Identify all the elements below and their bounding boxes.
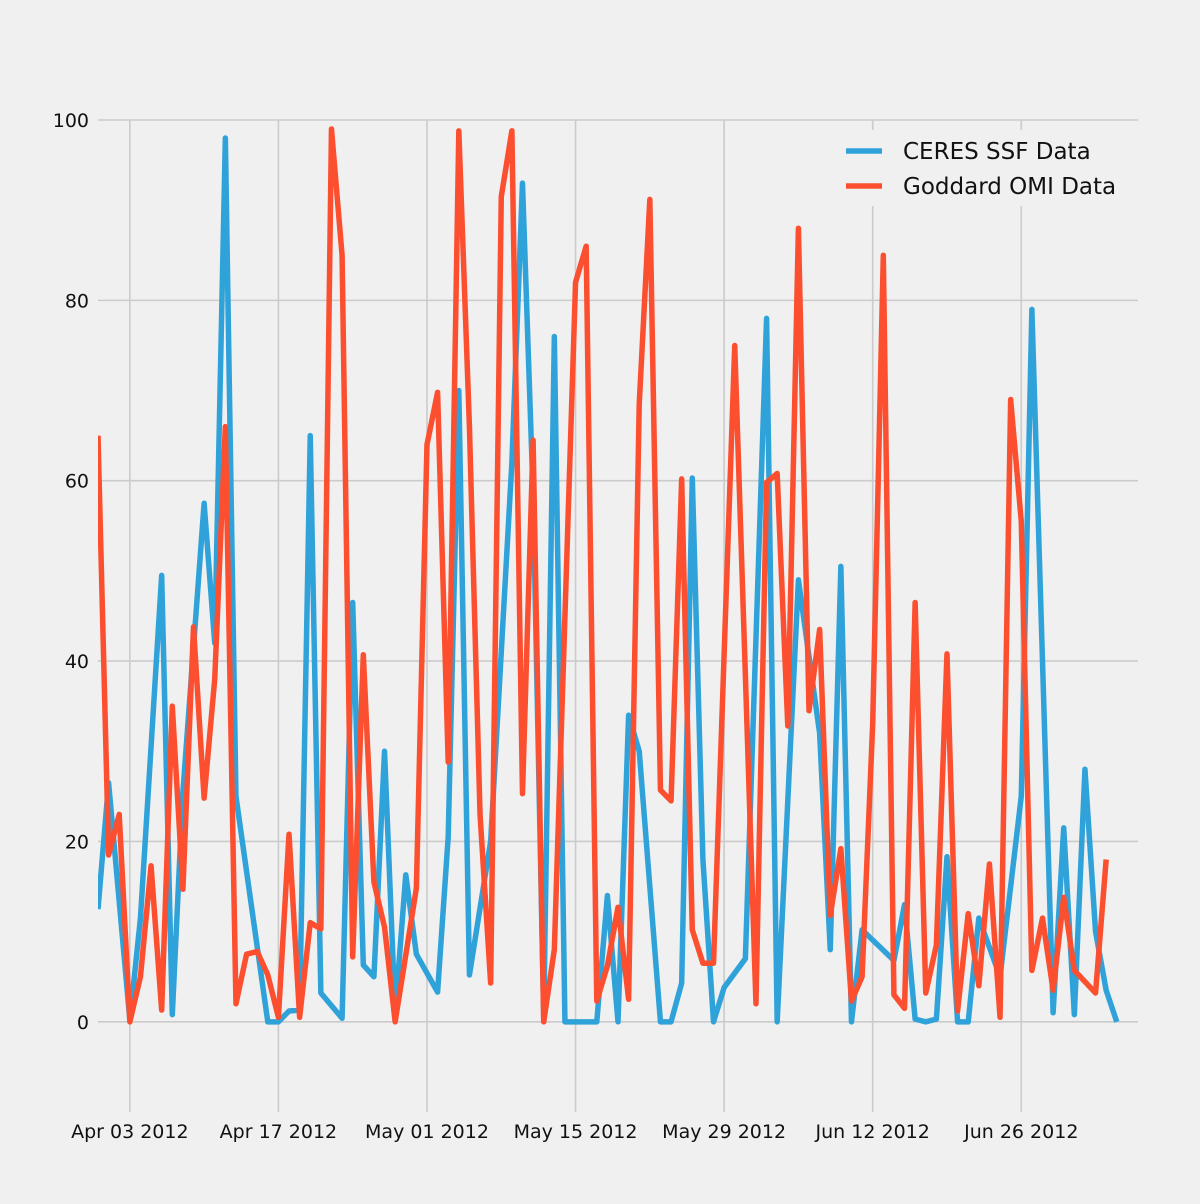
y-tick-label: 80 xyxy=(65,290,89,312)
legend-label: CERES SSF Data xyxy=(903,139,1091,165)
legend-background xyxy=(824,130,1136,206)
y-tick-label: 0 xyxy=(77,1012,89,1034)
x-tick-label: May 01 2012 xyxy=(365,1121,489,1143)
y-tick-label: 100 xyxy=(53,110,89,132)
x-tick-label: May 29 2012 xyxy=(662,1121,786,1143)
x-tick-label: Jun 26 2012 xyxy=(963,1121,1078,1143)
x-tick-label: Apr 17 2012 xyxy=(220,1121,337,1143)
series-line-1 xyxy=(98,126,1109,1025)
x-tick-label: May 15 2012 xyxy=(514,1121,638,1143)
series-lines xyxy=(98,126,1120,1025)
series-line-0 xyxy=(98,135,1120,1025)
y-tick-label: 20 xyxy=(65,831,89,853)
x-tick-label: Apr 03 2012 xyxy=(71,1121,188,1143)
legend: CERES SSF Data Goddard OMI Data xyxy=(824,130,1136,206)
y-tick-label: 40 xyxy=(65,651,89,673)
axis-tick-labels: Apr 03 2012 Apr 17 2012 May 01 2012 May 15 … xyxy=(53,110,1079,1143)
x-tick-label: Jun 12 2012 xyxy=(815,1121,930,1143)
legend-label: Goddard OMI Data xyxy=(903,174,1116,200)
y-tick-label: 60 xyxy=(65,471,89,493)
